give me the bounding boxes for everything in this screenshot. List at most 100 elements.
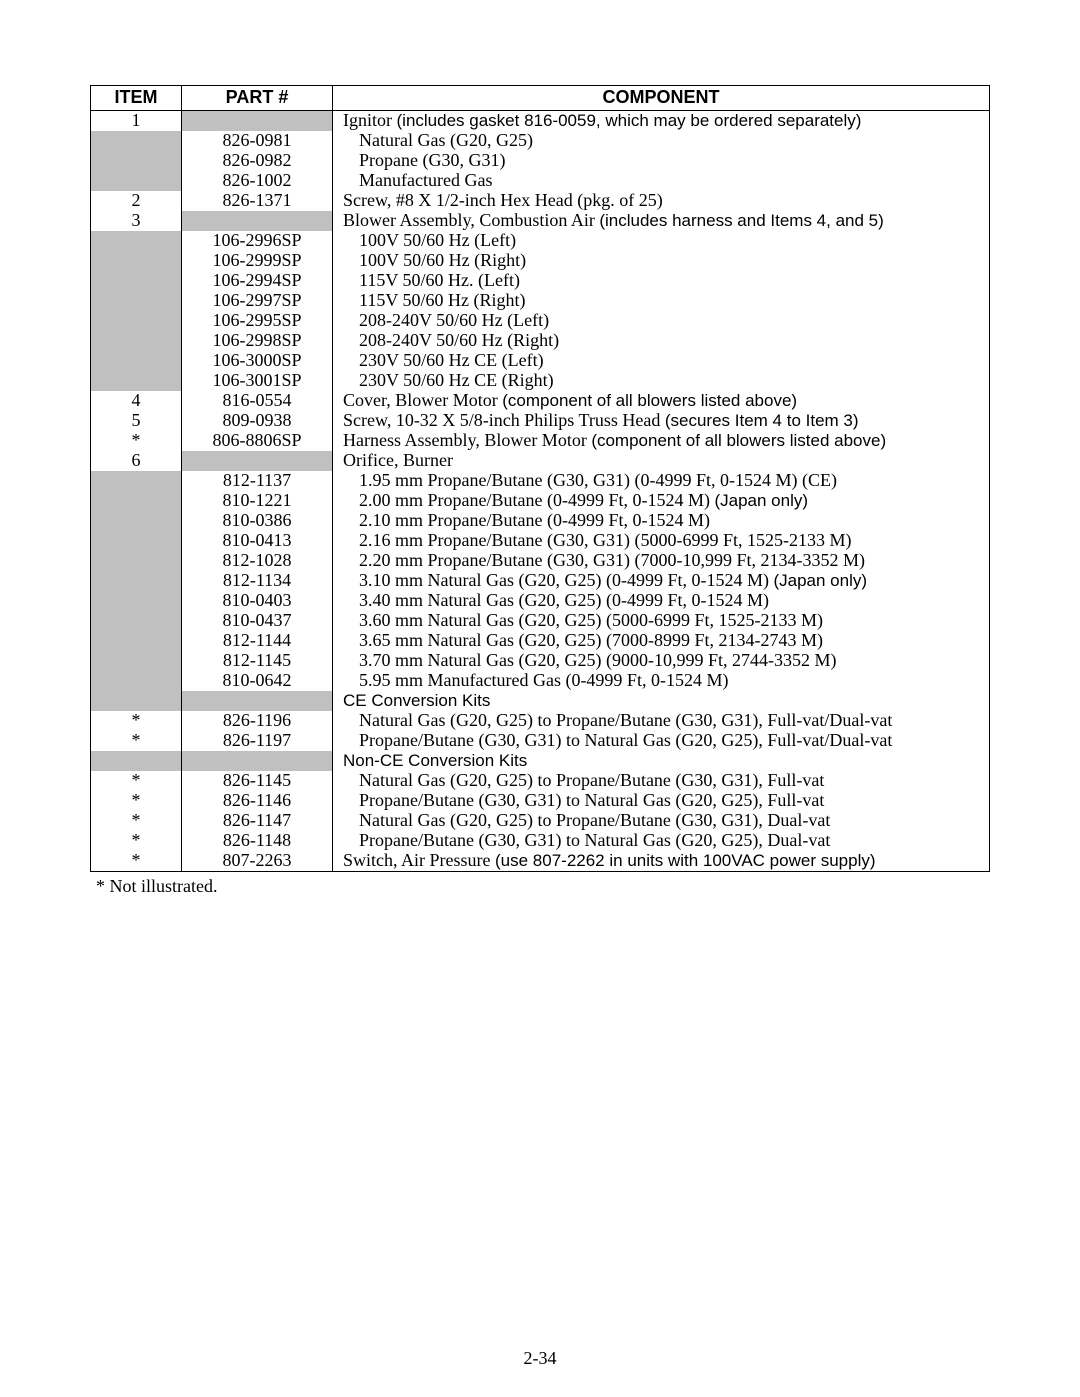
page-number: 2-34	[0, 1348, 1080, 1369]
table-row: *826-1196Natural Gas (G20, G25) to Propa…	[91, 711, 990, 731]
table-row: 812-11453.70 mm Natural Gas (G20, G25) (…	[91, 651, 990, 671]
cell-component: 2.16 mm Propane/Butane (G30, G31) (5000-…	[333, 531, 990, 551]
table-row: Non-CE Conversion Kits	[91, 751, 990, 771]
cell-component: Harness Assembly, Blower Motor (componen…	[333, 431, 990, 451]
cell-item: 5	[91, 411, 182, 431]
cell-component: Orifice, Burner	[333, 451, 990, 471]
cell-part: 816-0554	[182, 391, 333, 411]
cell-part: 106-2996SP	[182, 231, 333, 251]
cell-part: 826-0981	[182, 131, 333, 151]
cell-item	[91, 151, 182, 171]
cell-item: 1	[91, 110, 182, 131]
table-row: 1 Ignitor (includes gasket 816-0059, whic…	[91, 110, 990, 131]
cell-item	[91, 571, 182, 591]
cell-component: 208-240V 50/60 Hz (Right)	[333, 331, 990, 351]
table-row: *807-2263Switch, Air Pressure (use 807-2…	[91, 851, 990, 872]
cell-part: 810-0642	[182, 671, 333, 691]
table-row: 812-10282.20 mm Propane/Butane (G30, G31…	[91, 551, 990, 571]
cell-part: 106-3001SP	[182, 371, 333, 391]
cell-part: 106-2995SP	[182, 311, 333, 331]
header-item: ITEM	[91, 86, 182, 111]
table-body: 1 Ignitor (includes gasket 816-0059, whic…	[91, 110, 990, 871]
cell-component: Ignitor (includes gasket 816-0059, which…	[333, 110, 990, 131]
cell-item	[91, 311, 182, 331]
cell-part: 826-1147	[182, 811, 333, 831]
table-row: CE Conversion Kits	[91, 691, 990, 711]
cell-item	[91, 691, 182, 711]
cell-item	[91, 231, 182, 251]
cell-part: 812-1144	[182, 631, 333, 651]
cell-item: *	[91, 811, 182, 831]
cell-item	[91, 351, 182, 371]
table-row: 3Blower Assembly, Combustion Air (includ…	[91, 211, 990, 231]
table-row: 812-11343.10 mm Natural Gas (G20, G25) (…	[91, 571, 990, 591]
table-row: 106-2995SP208-240V 50/60 Hz (Left)	[91, 311, 990, 331]
cell-item: 2	[91, 191, 182, 211]
cell-item: *	[91, 731, 182, 751]
cell-component: Natural Gas (G20, G25) to Propane/Butane…	[333, 811, 990, 831]
table-row: 106-2998SP208-240V 50/60 Hz (Right)	[91, 331, 990, 351]
cell-part: 810-0386	[182, 511, 333, 531]
cell-part: 106-2994SP	[182, 271, 333, 291]
cell-item	[91, 651, 182, 671]
cell-component: Manufactured Gas	[333, 171, 990, 191]
cell-component: Propane/Butane (G30, G31) to Natural Gas…	[333, 731, 990, 751]
cell-component: 3.60 mm Natural Gas (G20, G25) (5000-699…	[333, 611, 990, 631]
cell-part: 810-0437	[182, 611, 333, 631]
cell-part: 812-1134	[182, 571, 333, 591]
table-row: 106-2999SP100V 50/60 Hz (Right)	[91, 251, 990, 271]
cell-component: Blower Assembly, Combustion Air (include…	[333, 211, 990, 231]
cell-part: 810-0403	[182, 591, 333, 611]
cell-component: 230V 50/60 Hz CE (Right)	[333, 371, 990, 391]
cell-item	[91, 751, 182, 771]
table-row: *826-1146Propane/Butane (G30, G31) to Na…	[91, 791, 990, 811]
header-component: COMPONENT	[333, 86, 990, 111]
cell-item: *	[91, 711, 182, 731]
cell-component: 115V 50/60 Hz. (Left)	[333, 271, 990, 291]
footnote: * Not illustrated.	[90, 872, 990, 897]
table-row: 810-04033.40 mm Natural Gas (G20, G25) (…	[91, 591, 990, 611]
cell-component: 3.70 mm Natural Gas (G20, G25) (9000-10,…	[333, 651, 990, 671]
cell-part: 106-2997SP	[182, 291, 333, 311]
header-part: PART #	[182, 86, 333, 111]
cell-item	[91, 171, 182, 191]
cell-component: 100V 50/60 Hz (Left)	[333, 231, 990, 251]
cell-item	[91, 551, 182, 571]
table-row: 810-04373.60 mm Natural Gas (G20, G25) (…	[91, 611, 990, 631]
cell-component: Screw, #8 X 1/2-inch Hex Head (pkg. of 2…	[333, 191, 990, 211]
cell-component: Non-CE Conversion Kits	[333, 751, 990, 771]
cell-part: 826-1197	[182, 731, 333, 751]
cell-component: 3.40 mm Natural Gas (G20, G25) (0-4999 F…	[333, 591, 990, 611]
table-row: 2826-1371Screw, #8 X 1/2-inch Hex Head (…	[91, 191, 990, 211]
cell-component: 1.95 mm Propane/Butane (G30, G31) (0-499…	[333, 471, 990, 491]
table-row: *826-1147Natural Gas (G20, G25) to Propa…	[91, 811, 990, 831]
cell-component: 115V 50/60 Hz (Right)	[333, 291, 990, 311]
cell-component: Propane/Butane (G30, G31) to Natural Gas…	[333, 831, 990, 851]
cell-component: 208-240V 50/60 Hz (Left)	[333, 311, 990, 331]
cell-component: Natural Gas (G20, G25)	[333, 131, 990, 151]
table-row: 106-2997SP115V 50/60 Hz (Right)	[91, 291, 990, 311]
cell-item: *	[91, 831, 182, 851]
cell-item: *	[91, 851, 182, 872]
cell-item	[91, 291, 182, 311]
cell-part: 812-1137	[182, 471, 333, 491]
table-row: 5809-0938Screw, 10-32 X 5/8-inch Philips…	[91, 411, 990, 431]
cell-component: 2.10 mm Propane/Butane (0-4999 Ft, 0-152…	[333, 511, 990, 531]
cell-item: 6	[91, 451, 182, 471]
cell-part: 807-2263	[182, 851, 333, 872]
cell-component: Propane (G30, G31)	[333, 151, 990, 171]
cell-part: 106-3000SP	[182, 351, 333, 371]
table-row: *806-8806SPHarness Assembly, Blower Moto…	[91, 431, 990, 451]
cell-item: *	[91, 771, 182, 791]
cell-component: 100V 50/60 Hz (Right)	[333, 251, 990, 271]
cell-part: 810-1221	[182, 491, 333, 511]
cell-component: Natural Gas (G20, G25) to Propane/Butane…	[333, 711, 990, 731]
cell-part	[182, 751, 333, 771]
cell-part: 106-2998SP	[182, 331, 333, 351]
cell-item	[91, 531, 182, 551]
cell-component: 3.10 mm Natural Gas (G20, G25) (0-4999 F…	[333, 571, 990, 591]
table-row: 106-2994SP115V 50/60 Hz. (Left)	[91, 271, 990, 291]
cell-item	[91, 371, 182, 391]
cell-part: 826-1148	[182, 831, 333, 851]
cell-part: 826-1145	[182, 771, 333, 791]
